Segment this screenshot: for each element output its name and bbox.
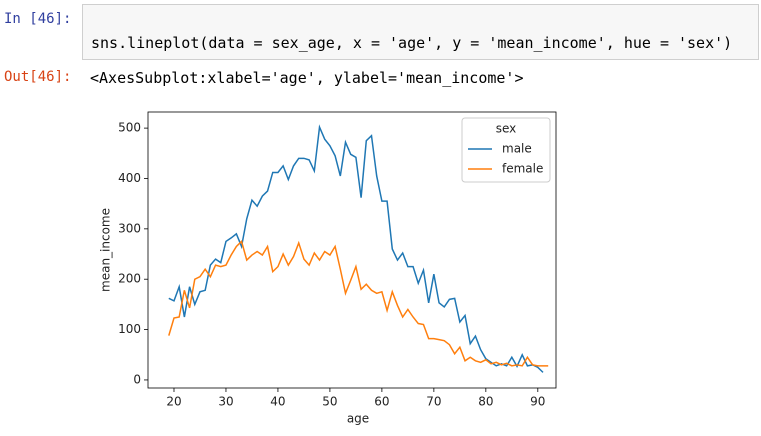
series-line: [168, 124, 544, 373]
legend: [461, 117, 551, 183]
series-line: [168, 240, 549, 367]
x-tick-label: 70: [426, 395, 441, 409]
code-cell[interactable]: sns.lineplot(data = sex_age, x = 'age', …: [82, 4, 759, 60]
y-tick-label: 300: [118, 221, 141, 235]
y-tick-label: 400: [118, 171, 141, 185]
x-tick-label: 90: [530, 395, 545, 409]
x-tick-label: 60: [374, 395, 389, 409]
output-prompt: Out[46]:: [4, 69, 72, 85]
y-tick-label: 500: [118, 121, 141, 135]
y-tick-label: 0: [133, 372, 141, 386]
x-tick-label: 80: [478, 395, 493, 409]
x-tick-label: 20: [166, 395, 181, 409]
output-text: <AxesSubplot:xlabel='age', ylabel='mean_…: [90, 69, 524, 87]
legend-label: male: [502, 142, 532, 156]
y-tick-label: 200: [118, 272, 141, 286]
y-axis-label: mean_income: [99, 208, 113, 292]
code[interactable]: sns.lineplot(data = sex_age, x = 'age', …: [91, 34, 733, 52]
x-tick-label: 40: [270, 395, 285, 409]
x-tick-label: 50: [322, 395, 337, 409]
y-tick-label: 100: [118, 322, 141, 336]
legend-title: sex: [496, 122, 517, 136]
x-tick-label: 30: [218, 395, 233, 409]
x-axis-label: age: [347, 412, 369, 426]
input-prompt: In [46]:: [4, 11, 72, 27]
legend-label: female: [502, 162, 543, 176]
